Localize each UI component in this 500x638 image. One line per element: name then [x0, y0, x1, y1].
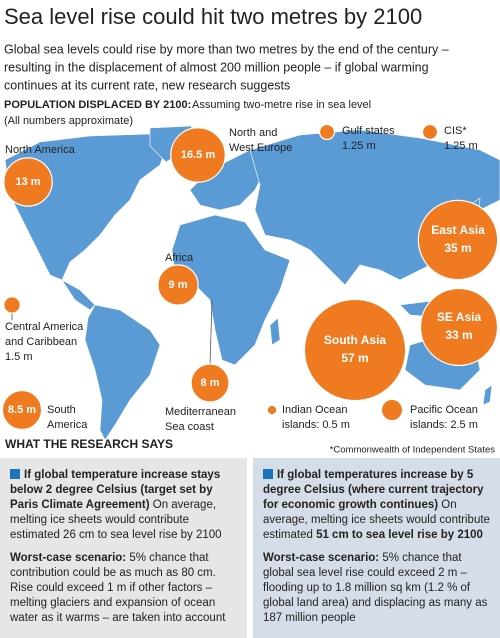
- subtitle: resulting in the displacement of almost …: [4, 60, 429, 74]
- bubble: [170, 127, 226, 183]
- bubble: [3, 157, 53, 207]
- panel: If global temperatures increase by 5 deg…: [253, 458, 500, 638]
- region-name: South: [47, 404, 76, 416]
- bubble: [190, 363, 230, 403]
- value-label: 8.5 m: [8, 404, 36, 416]
- subtitle: Global sea levels could rise by more tha…: [4, 42, 449, 56]
- region-name: Pacific Ocean: [410, 404, 478, 416]
- subtitle: continues at its current rate, new resea…: [4, 78, 290, 92]
- value-label: 9 m: [169, 279, 188, 291]
- bubble: [1, 389, 43, 431]
- panel: If global temperature increase stays bel…: [0, 458, 247, 638]
- bubble: [417, 199, 499, 281]
- panel-emphasis: 51 cm to sea level rise by 2100: [316, 529, 483, 541]
- panel-heading: If global temperature increase stays bel…: [10, 469, 221, 511]
- map-graphic: Sea level rise could hit two metres by 2…: [1, 4, 500, 456]
- region-name: Sea coast: [165, 421, 214, 433]
- worst-label: Worst-case scenario:: [10, 552, 127, 564]
- worst-label: Worst-case scenario:: [263, 552, 380, 564]
- bubble: [157, 264, 199, 306]
- region-name: and Caribbean: [5, 336, 77, 348]
- region-name: East Asia: [431, 223, 485, 237]
- bubble: [318, 123, 336, 141]
- value-label: 35 m: [444, 241, 471, 255]
- note: (All numbers approximate): [4, 115, 133, 127]
- panel-body: On average, melting ice sheets would con…: [10, 499, 222, 541]
- value-label: islands: 0.5 m: [282, 419, 350, 431]
- region-name: SE Asia: [437, 310, 482, 324]
- bubble: [303, 298, 407, 402]
- value-label: 13 m: [15, 176, 40, 188]
- value-label: 57 m: [341, 351, 368, 365]
- region-name: CIS*: [444, 125, 467, 137]
- region-name: Gulf states: [342, 125, 395, 137]
- footnote: *Commonwealth of Independent States: [330, 445, 496, 456]
- region-name: Mediterranean: [165, 406, 236, 418]
- title: Sea level rise could hit two metres by 2…: [4, 4, 422, 29]
- region-name: South Asia: [324, 333, 387, 347]
- world-map: [4, 125, 500, 441]
- region-name: Africa: [165, 252, 194, 264]
- worst-body: 5% chance that contribution could be as …: [10, 552, 226, 624]
- value-label: 1.25 m: [342, 140, 376, 152]
- value-label: 1.5 m: [5, 351, 33, 363]
- bubble: [266, 404, 278, 416]
- value-label: islands: 2.5 m: [410, 419, 478, 431]
- bubble: [421, 123, 439, 141]
- panel-body: On average, melting ice sheets would con…: [263, 499, 490, 541]
- bubble: [419, 287, 499, 367]
- value-label: 16.5 m: [181, 149, 215, 161]
- value-label: 33 m: [445, 328, 472, 342]
- region-name: North America: [5, 144, 76, 156]
- region-name: America: [47, 419, 88, 431]
- value-label: 1.25 m: [444, 140, 478, 152]
- research-title: WHAT THE RESEARCH SAYS: [5, 437, 173, 451]
- region-name: Indian Ocean: [282, 404, 347, 416]
- value-label: 8 m: [201, 377, 220, 389]
- region-name: North and: [229, 127, 277, 139]
- region-name: Central America: [5, 321, 84, 333]
- bubble: [3, 296, 21, 314]
- region-name: West Europe: [229, 142, 292, 154]
- panel-heading: If global temperatures increase by 5 deg…: [263, 469, 484, 511]
- worst-body: 5% chance that global sea level rise cou…: [263, 552, 488, 624]
- bubble: [380, 398, 404, 422]
- map-heading: POPULATION DISPLACED BY 2100:: [4, 99, 191, 111]
- map-subheading: Assuming two-metre rise in sea level: [192, 99, 371, 111]
